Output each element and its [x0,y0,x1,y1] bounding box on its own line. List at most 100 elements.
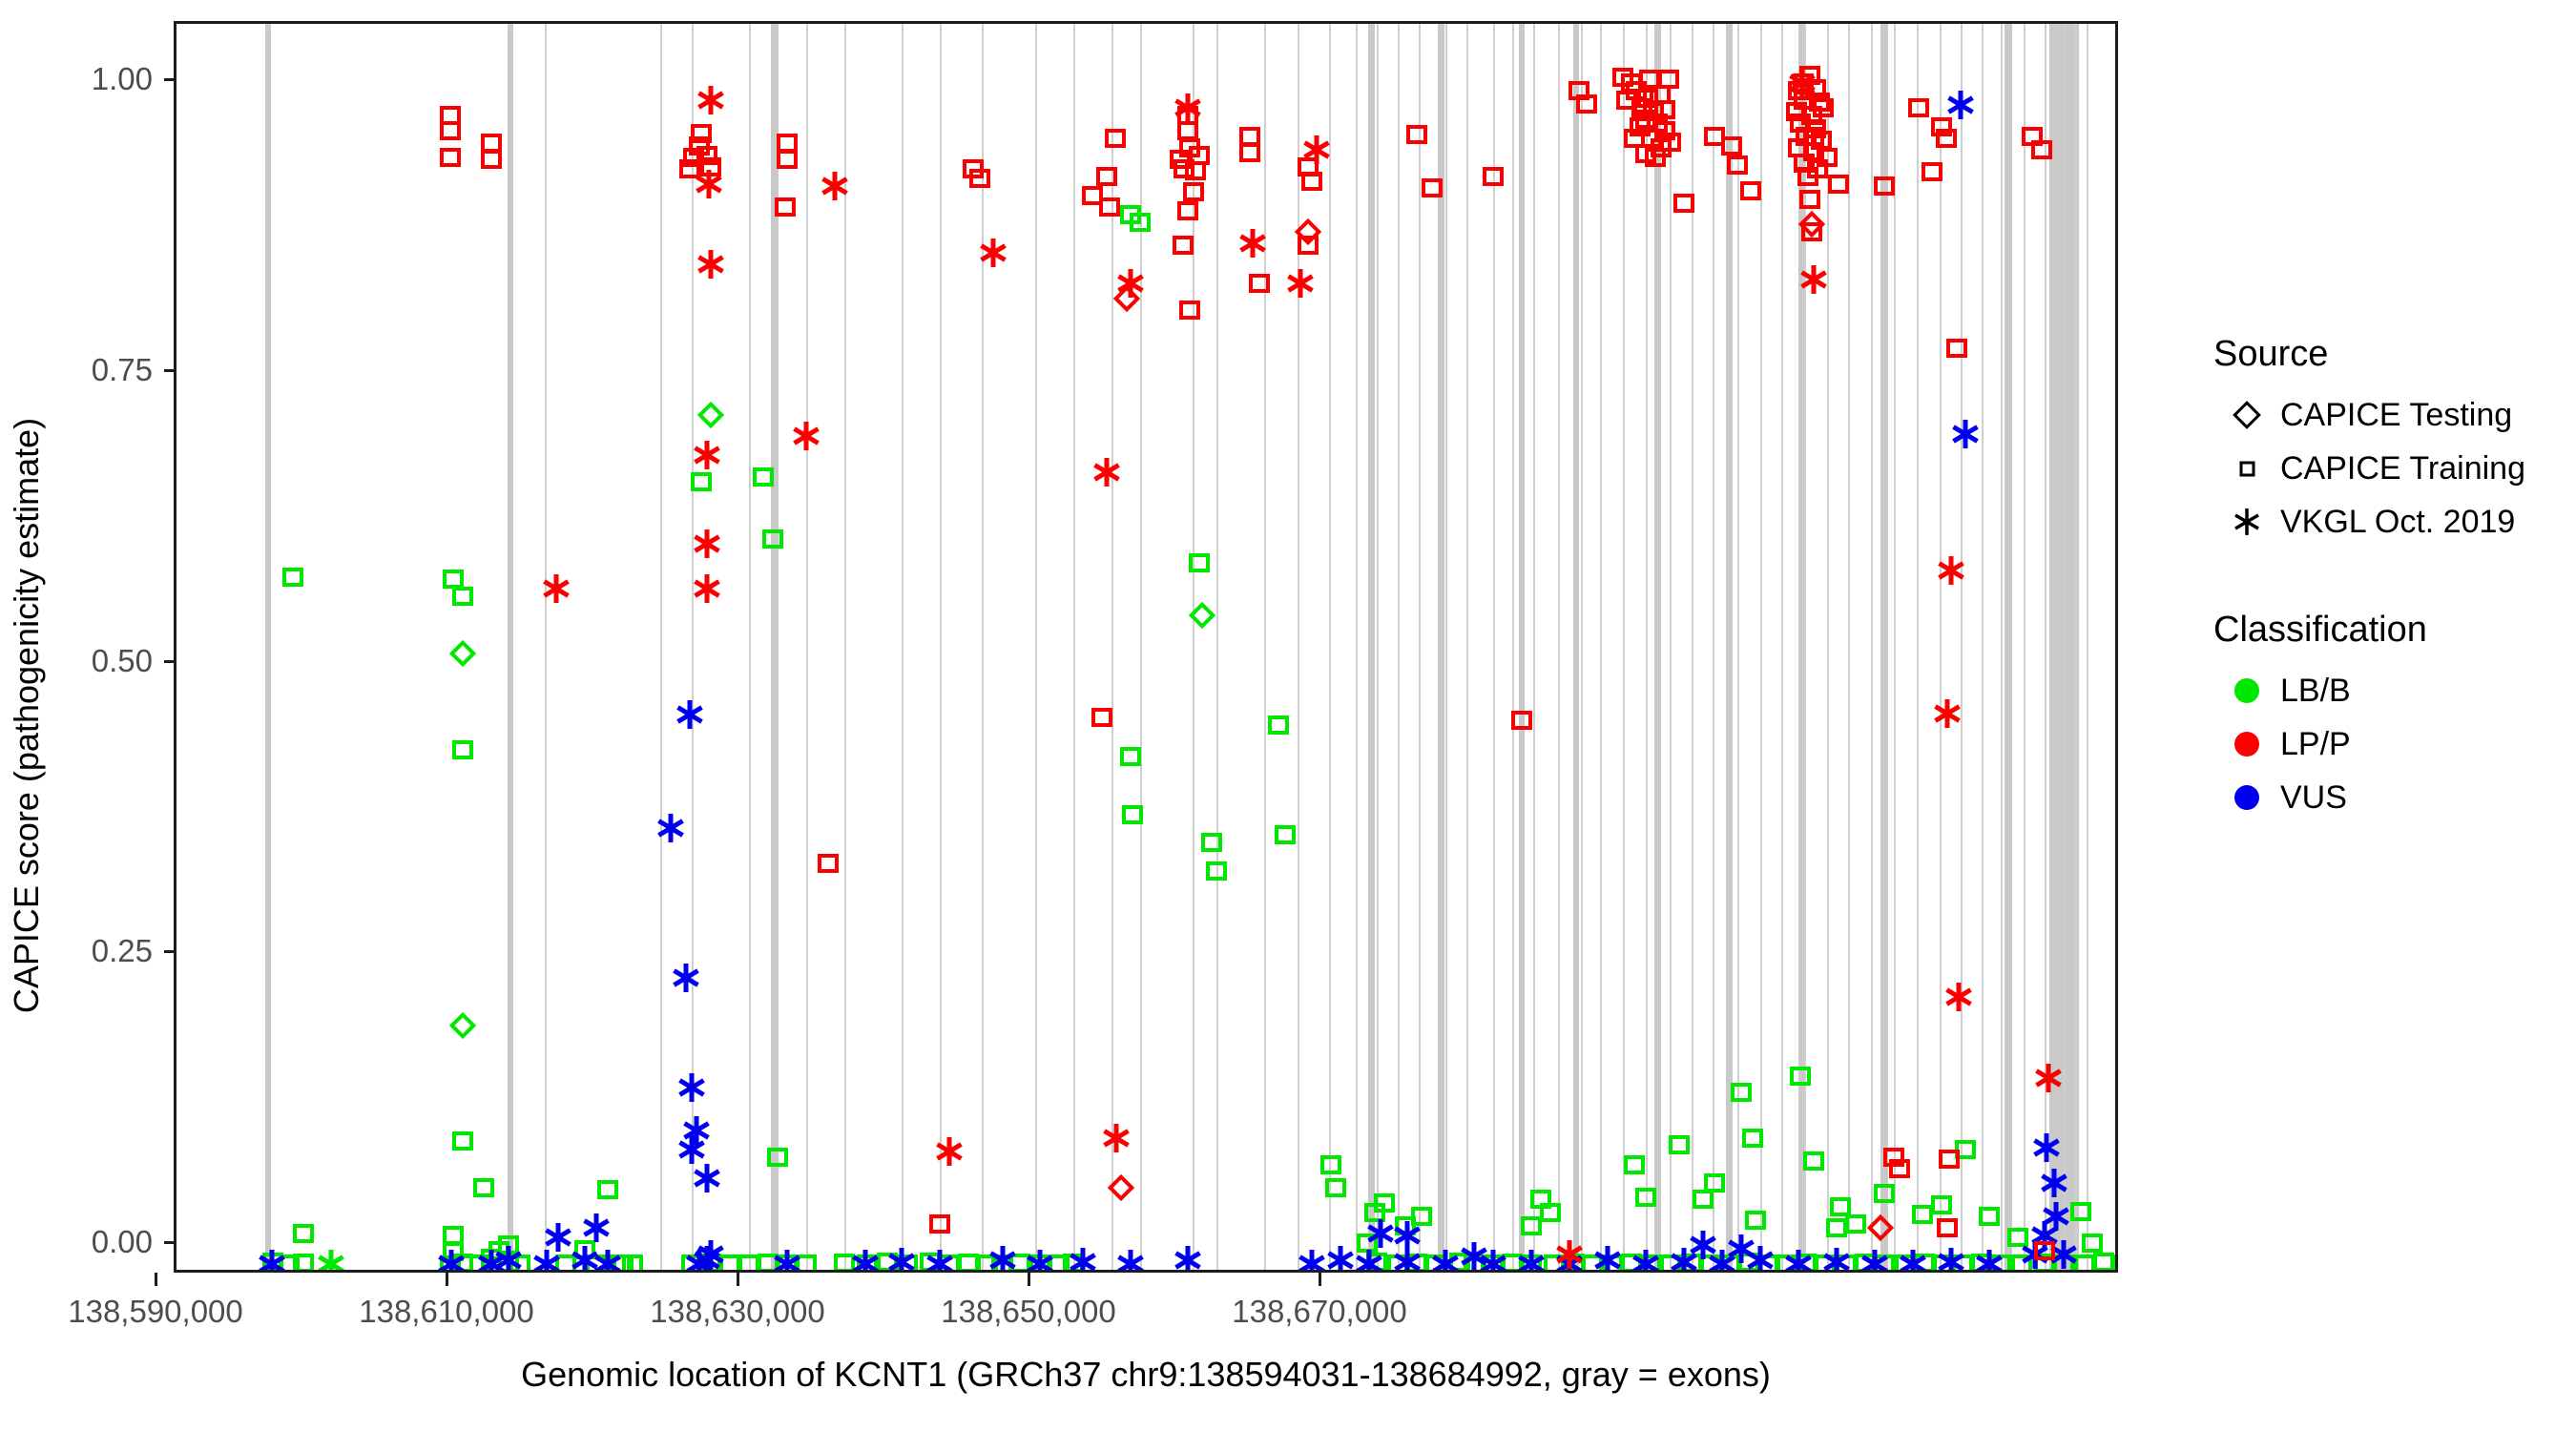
data-point [1626,81,1647,100]
y-axis-tick [164,1241,176,1244]
data-point [452,1254,473,1270]
legend-title-source: Source [2213,334,2329,374]
x-axis-tick [446,1273,448,1286]
variant-position-line [2045,24,2046,1270]
variant-position-line [1419,24,1421,1270]
legend-label: CAPICE Training [2280,449,2525,487]
data-point [1120,747,1141,766]
exon-band [1438,24,1444,1270]
variant-position-line [1356,24,1358,1270]
data-point [443,1226,464,1245]
data-point [963,159,984,178]
data-point [1320,1155,1341,1174]
data-point [1631,98,1652,117]
data-point [613,1255,634,1270]
variant-position-line [1827,24,1829,1270]
data-point [695,84,727,116]
legend-item-source[interactable]: CAPICE Training [2213,442,2566,495]
data-point [1803,127,1824,146]
data-point [1745,1211,1766,1230]
exon-band [1368,24,1375,1270]
data-point [1828,175,1849,194]
legend-item-classification[interactable]: VUS [2213,771,2566,824]
data-point [683,148,704,167]
data-point [1805,119,1826,138]
legend-item-source[interactable]: VKGL Oct. 2019 [2213,495,2566,549]
data-point [1112,284,1141,313]
x-axis-tick [155,1273,157,1286]
data-point [443,570,464,589]
exon-band [265,24,271,1270]
variant-position-line [1111,24,1113,1270]
data-point [542,1221,574,1254]
legend-label: VUS [2280,778,2347,816]
data-point [691,528,723,560]
legend-item-source[interactable]: CAPICE Testing [2213,388,2566,442]
data-point [1298,157,1319,176]
variant-position-line [982,24,984,1270]
data-point [857,1255,878,1270]
data-point [1706,1248,1738,1270]
data-point [580,1212,613,1244]
data-point [1576,94,1597,114]
data-point [1931,117,1952,136]
x-axis-tick-label: 138,590,000 [68,1294,243,1329]
variant-position-line [1329,24,1331,1270]
square-marker-icon [2213,452,2280,485]
data-point [1602,1255,1623,1270]
data-point [1946,339,1967,358]
variant-position-line [1533,24,1535,1270]
y-axis-tick [164,659,176,663]
x-axis-tick-label: 138,610,000 [359,1294,534,1329]
data-point [1807,159,1828,178]
data-point [1458,1240,1490,1270]
exon-band [2054,24,2079,1270]
data-point [1933,1255,1954,1270]
data-point [1201,833,1222,852]
variant-position-line [1445,24,1447,1270]
data-point [670,962,702,994]
data-point [448,639,477,668]
data-point [293,1254,314,1270]
data-point [1939,1150,1960,1169]
legend-item-classification[interactable]: LP/P [2213,717,2566,771]
variant-position-line [1692,24,1693,1270]
variant-position-line [2064,24,2066,1270]
variant-position-line [902,24,904,1270]
data-point [1591,1244,1624,1270]
data-point [696,401,725,429]
variant-position-line [806,24,808,1270]
data-point [1776,1255,1797,1270]
x-axis-tick-label: 138,670,000 [1232,1294,1407,1329]
data-point [1669,1135,1690,1154]
legend-title-classification: Classification [2213,610,2427,650]
data-point [469,1255,490,1270]
legend-item-classification[interactable]: LB/B [2213,664,2566,717]
variant-position-line [1466,24,1468,1270]
data-point [1803,142,1824,161]
data-point [1177,121,1198,140]
data-point [1177,106,1198,125]
data-point [693,168,725,200]
data-point [1179,301,1200,320]
data-point [440,106,461,125]
data-point [293,1224,314,1243]
data-point [1067,1246,1099,1270]
data-point [2082,1234,2103,1253]
data-point [958,1254,979,1270]
data-point [592,1248,624,1270]
variant-position-line [1398,24,1400,1270]
data-point [1298,236,1319,255]
data-point [1239,143,1260,162]
data-point [2011,1255,2032,1270]
x-axis-tick [1319,1273,1321,1286]
data-point [1091,456,1123,488]
data-point [1942,981,1975,1013]
data-point [1300,134,1333,166]
diamond-marker-icon [2213,399,2280,431]
x-axis-tick [1028,1273,1030,1286]
data-point [683,1248,716,1270]
data-point [920,1253,941,1270]
data-point [849,1248,882,1270]
